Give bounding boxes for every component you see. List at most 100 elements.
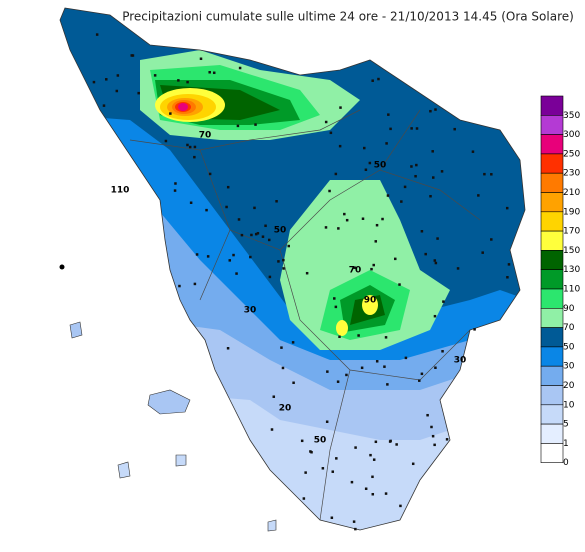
station (371, 79, 374, 82)
station (336, 380, 340, 383)
station (471, 150, 475, 153)
station (372, 458, 376, 461)
station (174, 182, 177, 185)
legend-label: 50 (563, 342, 575, 352)
station (431, 150, 434, 153)
station (433, 259, 437, 262)
legend-swatch (540, 172, 564, 193)
station (199, 57, 203, 61)
station (440, 170, 444, 173)
station (102, 104, 106, 107)
legend-label: 70 (563, 323, 575, 333)
station (350, 480, 354, 484)
contour-label: 30 (454, 356, 467, 366)
station (304, 471, 307, 474)
station (424, 252, 427, 256)
station (369, 453, 372, 457)
station (354, 527, 357, 531)
station (164, 139, 168, 143)
station (330, 516, 334, 519)
station (363, 146, 366, 150)
station (178, 284, 181, 288)
station (205, 208, 208, 212)
station (321, 467, 325, 470)
station (275, 200, 278, 203)
contour-label: 50 (314, 436, 327, 446)
station (282, 258, 285, 262)
station (364, 168, 368, 172)
station (337, 227, 340, 230)
station (226, 185, 230, 189)
station (333, 297, 336, 300)
legend-label: 300 (563, 130, 580, 140)
station (338, 335, 341, 339)
station (339, 106, 342, 109)
station (212, 71, 216, 75)
legend-swatch (540, 250, 564, 270)
station (374, 440, 378, 444)
station (186, 143, 189, 147)
station (436, 237, 439, 240)
station (429, 109, 432, 113)
station (445, 438, 449, 441)
station (305, 271, 309, 275)
legend-swatch (540, 153, 564, 174)
station (403, 185, 407, 189)
station (236, 124, 240, 128)
station (267, 238, 271, 242)
station (206, 255, 210, 258)
station (410, 127, 413, 130)
rain-band (336, 320, 348, 336)
legend-label: 190 (563, 207, 580, 217)
legend-label: 110 (563, 285, 580, 295)
legend-swatch (540, 346, 564, 367)
legend-swatch (540, 307, 564, 328)
station (387, 113, 390, 116)
station (253, 206, 256, 210)
station (281, 366, 285, 370)
station (418, 379, 421, 382)
station (345, 373, 348, 377)
rain-band (147, 389, 191, 415)
station (115, 89, 119, 93)
station (398, 283, 401, 286)
station (371, 492, 375, 496)
contour-label: 70 (199, 131, 212, 141)
station (335, 457, 338, 460)
station (453, 127, 456, 131)
station (264, 224, 267, 228)
legend-label: 230 (563, 169, 580, 179)
station (415, 127, 419, 130)
legend-label: 170 (563, 227, 580, 237)
station (292, 381, 295, 385)
legend-swatch (540, 327, 564, 348)
station (345, 218, 349, 222)
station (249, 255, 252, 259)
station (238, 66, 242, 70)
legend-label: 10 (563, 400, 575, 410)
station (225, 205, 228, 209)
station (394, 257, 397, 261)
station (506, 276, 509, 279)
contour-label: 70 (349, 266, 362, 276)
station (254, 123, 257, 126)
contour-label: 110 (111, 186, 130, 196)
station (325, 420, 329, 423)
station (193, 155, 196, 159)
station (433, 443, 436, 447)
station (189, 201, 193, 204)
station (334, 305, 338, 309)
legend: 3503002502302101901701501301109070503020… (540, 95, 580, 468)
station (291, 341, 295, 344)
station (92, 80, 96, 84)
rain-band (362, 295, 378, 315)
station (270, 428, 274, 431)
contour-label: 20 (279, 404, 292, 414)
station (357, 334, 360, 337)
station (280, 346, 283, 349)
station (389, 127, 392, 131)
station (193, 145, 197, 149)
station (434, 261, 438, 265)
legend-swatch (540, 288, 564, 309)
